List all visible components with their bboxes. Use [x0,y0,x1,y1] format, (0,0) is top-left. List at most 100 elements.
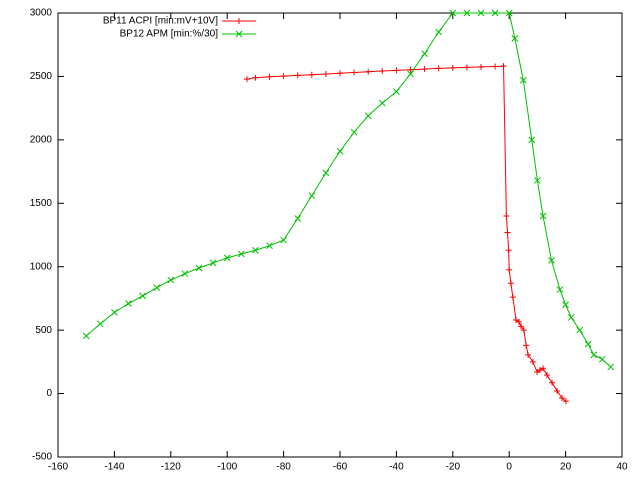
point-marker [322,71,329,78]
point-marker [421,66,428,73]
point-marker [82,332,90,340]
point-marker [393,67,400,74]
x-tick-label: 0 [506,462,512,473]
point-marker [167,276,175,284]
point-marker [243,76,250,83]
x-tick-label: -20 [446,462,461,473]
point-marker [364,112,372,120]
legend-label: BP12 APM [min:%/30] [120,29,219,40]
point-marker [111,309,118,316]
point-marker [336,147,344,155]
point-marker [507,280,514,287]
point-marker [378,99,386,107]
point-marker [598,355,606,363]
series-line [246,65,567,402]
point-marker [607,363,615,371]
point-marker [516,318,523,325]
point-marker [435,65,442,72]
point-marker [294,215,302,222]
point-marker [519,76,527,84]
point-marker [195,264,203,272]
point-marker [125,300,132,307]
point-marker [540,365,547,372]
point-marker [252,246,259,254]
point-marker [504,229,511,236]
point-marker [477,9,485,17]
point-marker [523,342,530,349]
point-marker [491,9,499,17]
point-marker [576,326,584,334]
point-marker [528,136,536,144]
point-marker [322,169,330,177]
point-marker [308,192,316,200]
point-marker [562,301,569,309]
point-marker [266,242,273,250]
point-marker [280,236,287,244]
point-marker [549,379,556,386]
x-tick-label: -40 [389,462,404,473]
point-marker [294,72,301,79]
plot-frame [57,12,623,458]
legend-label: BP11 ACPI [min:mV+10V] [103,16,218,27]
x-tick-label: -160 [48,462,68,473]
point-marker [236,18,242,24]
point-marker [139,292,146,300]
y-tick-label: 1000 [30,261,53,272]
point-marker [393,88,400,96]
point-marker [509,294,516,301]
x-tick-label: -120 [161,462,181,473]
point-marker [505,247,512,254]
point-marker [500,63,507,70]
point-marker [308,71,315,78]
point-marker [463,9,471,17]
point-marker [266,73,273,80]
point-marker [181,270,189,278]
y-tick-label: 2000 [30,134,53,145]
point-marker [463,64,470,71]
point-marker [379,67,386,74]
point-marker [529,358,536,365]
x-tick-label: -60 [333,462,348,473]
point-marker [562,398,569,405]
point-marker [209,259,217,267]
y-tick-label: 1500 [30,198,53,209]
point-marker [350,128,358,136]
y-tick-label: 500 [35,325,52,336]
x-tick-label: -100 [217,462,237,473]
point-marker [520,327,527,334]
point-marker [536,367,543,374]
point-marker [543,372,550,379]
point-marker [252,74,259,81]
point-marker [365,68,372,75]
point-marker [567,314,575,321]
y-tick-label: 3000 [30,8,53,19]
point-marker [96,320,104,328]
point-marker [512,316,519,323]
point-marker [590,351,598,359]
point-marker [435,28,443,36]
series-line [85,12,612,368]
y-tick-label: 2500 [30,71,53,82]
point-marker [503,212,510,219]
point-marker [534,177,541,184]
point-marker [548,257,555,264]
point-marker [449,9,457,17]
point-marker [506,266,513,273]
point-marker [351,69,358,76]
point-marker [153,284,161,291]
point-marker [539,212,547,220]
point-marker [237,250,245,258]
point-marker [558,395,565,402]
point-marker [554,388,561,395]
point-marker [421,50,428,57]
point-marker [337,70,343,77]
x-tick-label: -140 [104,462,124,473]
point-marker [449,64,456,71]
point-marker [407,70,414,78]
x-tick-label: -80 [276,462,291,473]
point-marker [584,340,592,348]
point-marker [280,73,287,80]
point-marker [511,35,519,42]
